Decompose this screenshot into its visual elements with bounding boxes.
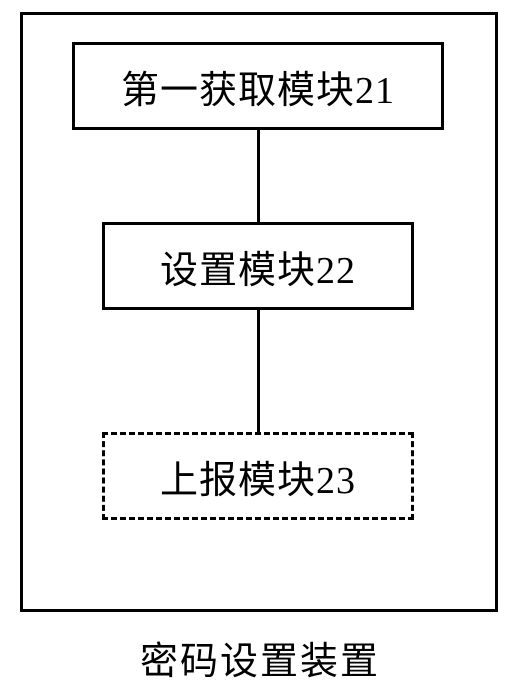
connector-22-23 <box>257 310 260 432</box>
module-box-23: 上报模块23 <box>102 432 414 520</box>
connector-21-22 <box>257 130 260 222</box>
diagram-caption: 密码设置装置 <box>140 630 380 685</box>
module-label-22: 设置模块22 <box>160 239 356 294</box>
module-label-21: 第一获取模块21 <box>121 59 395 114</box>
module-box-21: 第一获取模块21 <box>72 42 444 130</box>
module-box-22: 设置模块22 <box>102 222 414 310</box>
module-label-23: 上报模块23 <box>160 449 356 504</box>
